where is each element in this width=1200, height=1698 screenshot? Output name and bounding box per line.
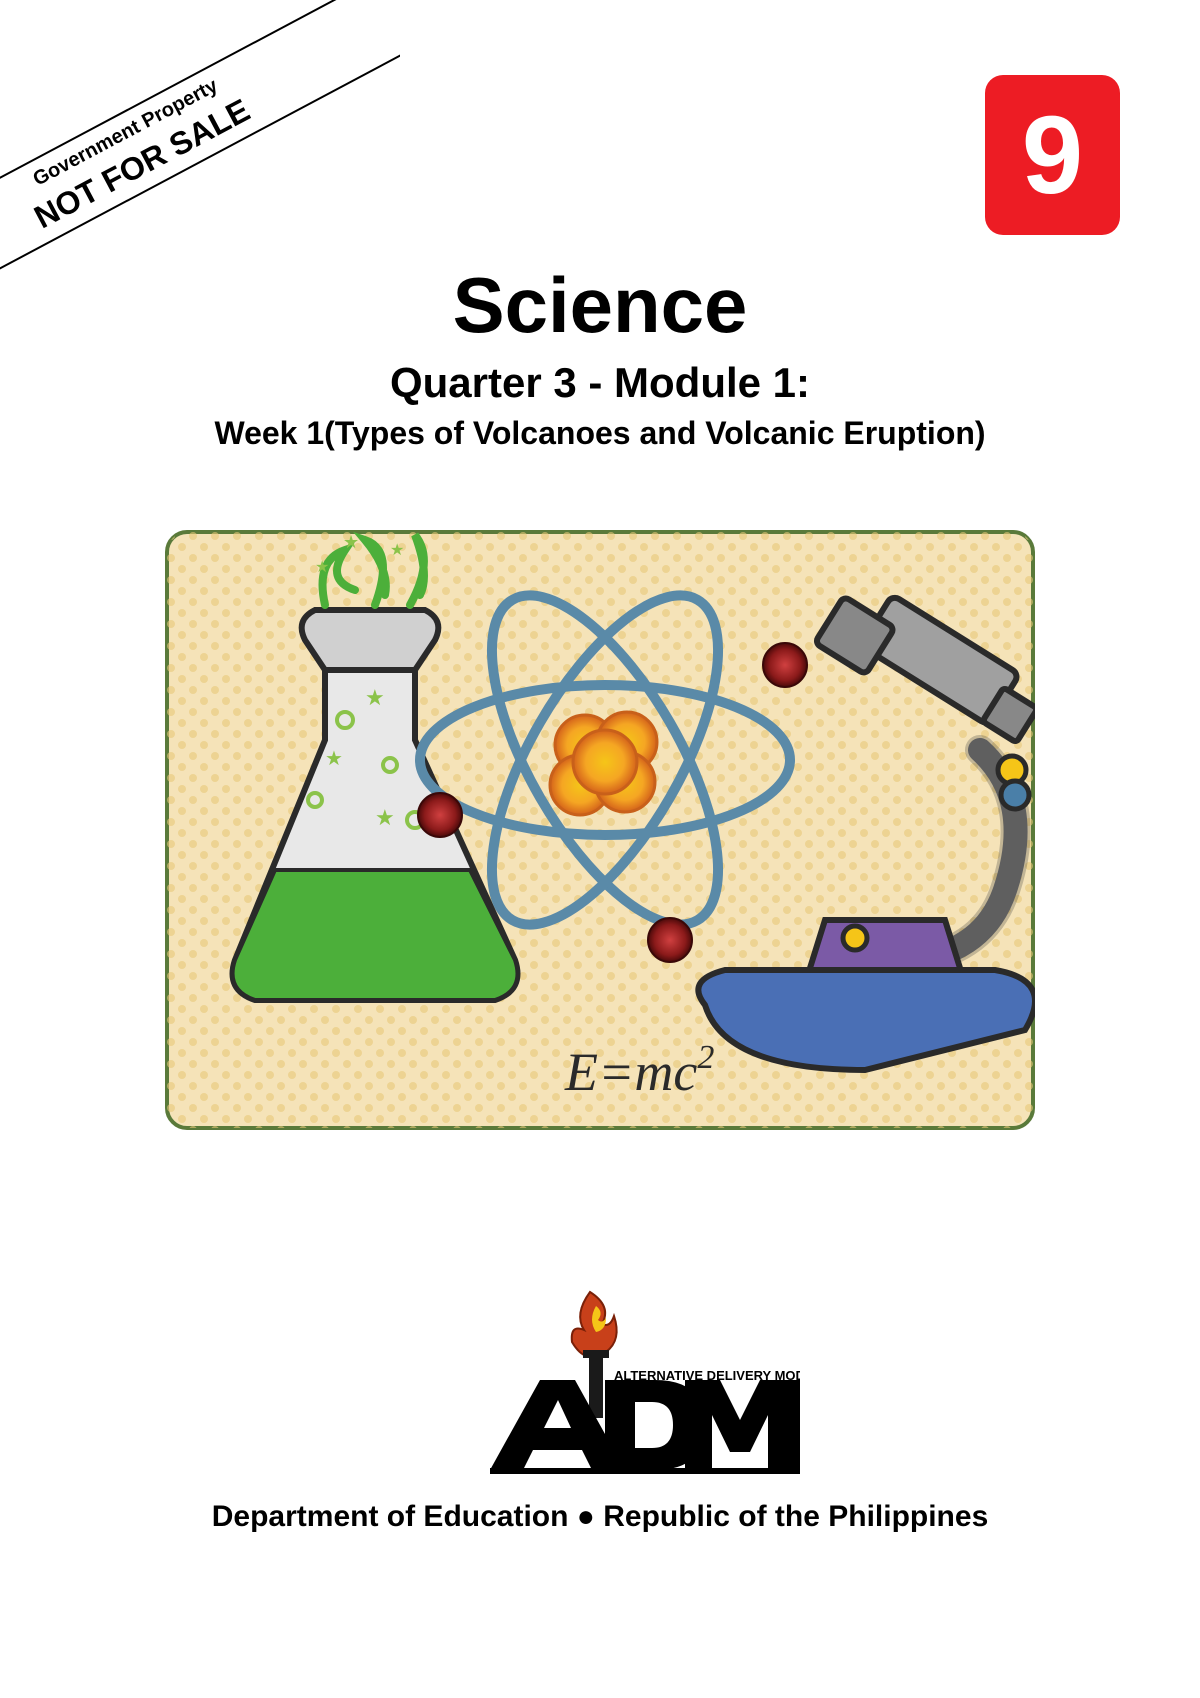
science-illustration: ★ ★ ★ ★ ★ ★ [165, 530, 1035, 1130]
grade-badge: 9 [985, 75, 1120, 235]
gov-property-ribbon: Government Property NOT FOR SALE [0, 0, 400, 300]
footer-text: Department of Education ● Republic of th… [0, 1500, 1200, 1534]
svg-text:★: ★ [315, 559, 329, 576]
title-block: Science Quarter 3 - Module 1: Week 1(Typ… [0, 260, 1200, 452]
grade-number: 9 [1022, 92, 1083, 219]
title-sub: Quarter 3 - Module 1: [0, 359, 1200, 407]
adm-logo: ALTERNATIVE DELIVERY MODE [0, 1280, 1200, 1490]
title-main: Science [0, 260, 1200, 351]
svg-text:★: ★ [343, 532, 359, 552]
svg-text:★: ★ [390, 542, 404, 559]
svg-text:★: ★ [365, 685, 385, 710]
ribbon-line2: NOT FOR SALE [28, 92, 255, 236]
svg-text:★: ★ [325, 748, 343, 770]
formula-text: E=mc2 [564, 1039, 714, 1102]
title-week: Week 1(Types of Volcanoes and Volcanic E… [0, 415, 1200, 452]
ribbon-line1: Government Property [29, 74, 222, 190]
svg-text:★: ★ [375, 805, 395, 830]
